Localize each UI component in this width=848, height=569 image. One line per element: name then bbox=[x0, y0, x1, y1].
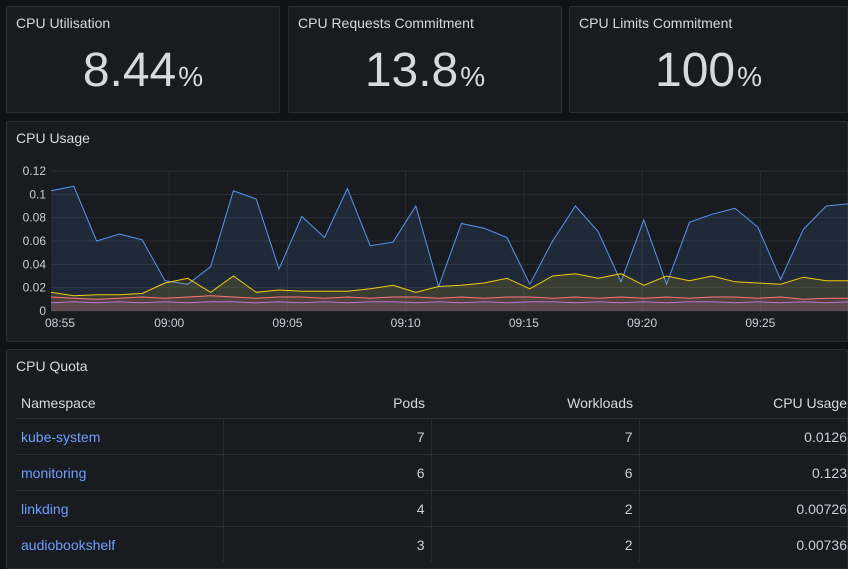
table-header-row: Namespace Pods Workloads CPU Usage bbox=[15, 388, 848, 419]
series-line[interactable] bbox=[50, 295, 848, 300]
stat-panel-cpu-utilisation[interactable]: CPU Utilisation 8.44% bbox=[6, 6, 280, 113]
namespace-link[interactable]: kube-system bbox=[15, 418, 223, 455]
y-tick-label: 0 bbox=[39, 304, 46, 318]
table-row: kube-system 7 7 0.0126 bbox=[15, 418, 848, 455]
namespace-link[interactable]: linkding bbox=[15, 490, 223, 527]
table-row: monitoring 6 6 0.123 bbox=[15, 454, 848, 491]
cpu-usage-cell: 0.123 bbox=[638, 454, 848, 491]
x-tick-label: 09:05 bbox=[272, 316, 302, 330]
cpu-usage-cell: 0.00726 bbox=[638, 490, 848, 527]
column-header-pods[interactable]: Pods bbox=[393, 395, 425, 411]
y-tick-label: 0.02 bbox=[23, 281, 47, 295]
x-tick-label: 08:55 bbox=[45, 316, 75, 330]
x-tick-label: 09:15 bbox=[509, 316, 539, 330]
cpu-usage-cell: 0.00736 bbox=[638, 526, 848, 562]
panel-title: CPU Quota bbox=[16, 358, 88, 374]
cpu-quota-panel[interactable]: CPU Quota Namespace Pods Workloads CPU U… bbox=[6, 349, 848, 569]
namespace-link[interactable]: monitoring bbox=[15, 454, 223, 491]
pods-cell: 7 bbox=[222, 418, 431, 455]
stat-value: 8.44% bbox=[82, 44, 204, 97]
x-tick-label: 09:00 bbox=[154, 316, 184, 330]
panel-title: CPU Requests Commitment bbox=[298, 15, 474, 31]
y-tick-label: 0.1 bbox=[29, 187, 46, 201]
stat-panel-cpu-requests-commitment[interactable]: CPU Requests Commitment 13.8% bbox=[288, 6, 562, 113]
x-tick-label: 09:10 bbox=[391, 316, 421, 330]
workloads-cell: 2 bbox=[430, 526, 639, 562]
series-line[interactable] bbox=[50, 273, 848, 297]
series-line[interactable] bbox=[50, 301, 848, 304]
cpu-usage-cell: 0.0126 bbox=[638, 418, 848, 455]
cpu-usage-panel[interactable]: CPU Usage 0 0.02 0.04 0.06 0.08 0.1 0.12 08:55 0… bbox=[6, 121, 848, 342]
series-area bbox=[51, 301, 848, 311]
series-area bbox=[51, 186, 848, 311]
column-header-cpu-usage[interactable]: CPU Usage bbox=[773, 395, 847, 411]
stat-value: 100% bbox=[655, 44, 762, 97]
y-tick-label: 0.08 bbox=[23, 211, 47, 225]
series-line[interactable] bbox=[50, 185, 848, 289]
table-row: linkding 4 2 0.00726 bbox=[15, 490, 848, 527]
y-tick-label: 0.06 bbox=[23, 234, 47, 248]
workloads-cell: 2 bbox=[430, 490, 639, 527]
workloads-cell: 7 bbox=[430, 418, 639, 455]
series-area bbox=[51, 295, 848, 311]
cpu-usage-chart[interactable]: 0 0.02 0.04 0.06 0.08 0.1 0.12 08:55 09:00 09:05 0… bbox=[7, 152, 848, 342]
stat-panel-cpu-limits-commitment[interactable]: CPU Limits Commitment 100% bbox=[569, 6, 848, 113]
pods-cell: 6 bbox=[222, 454, 431, 491]
y-tick-label: 0.12 bbox=[23, 164, 47, 178]
cpu-quota-table: Namespace Pods Workloads CPU Usage kube-… bbox=[15, 388, 848, 562]
panel-title: CPU Limits Commitment bbox=[579, 15, 733, 31]
y-tick-label: 0.04 bbox=[23, 257, 47, 271]
x-tick-label: 09:20 bbox=[627, 316, 657, 330]
x-tick-label: 09:25 bbox=[745, 316, 775, 330]
column-header-namespace[interactable]: Namespace bbox=[21, 395, 96, 411]
stat-value: 13.8% bbox=[364, 44, 486, 97]
panel-title: CPU Usage bbox=[16, 130, 90, 146]
column-header-workloads[interactable]: Workloads bbox=[567, 395, 633, 411]
pods-cell: 3 bbox=[222, 526, 431, 562]
table-row: audiobookshelf 3 2 0.00736 bbox=[15, 526, 848, 562]
panel-title: CPU Utilisation bbox=[16, 15, 111, 31]
namespace-link[interactable]: audiobookshelf bbox=[15, 526, 223, 562]
pods-cell: 4 bbox=[222, 490, 431, 527]
workloads-cell: 6 bbox=[430, 454, 639, 491]
